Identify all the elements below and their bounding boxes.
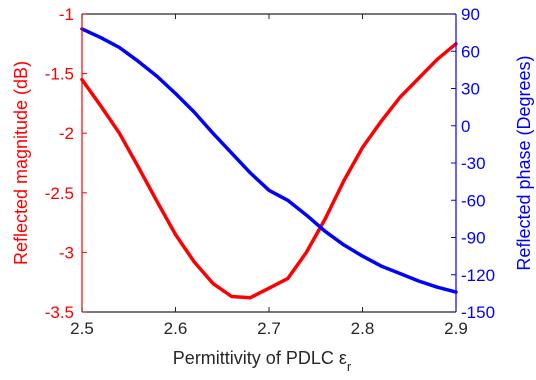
y-right-tick-label: -30 (461, 154, 486, 173)
y-left-tick-label: -3.5 (45, 303, 74, 322)
magnitude-series-line (80, 42, 458, 300)
y-right-tick-label: 30 (461, 80, 480, 99)
phase-series-line (80, 27, 458, 294)
axes: 2.5 2.6 2.7 2.8 2.9 -3.5 -3 -2.5 -2 -1.5 -1 -150 -12… (45, 5, 495, 338)
x-tick-label: 2.8 (351, 319, 375, 338)
plot-area (80, 27, 458, 300)
y-left-tick-label: -3 (59, 243, 74, 262)
y-axis-right-title: Reflected phase (Degrees) (514, 55, 534, 270)
y-right-tick-label: -120 (461, 266, 495, 285)
y-right-tick-label: 0 (461, 117, 470, 136)
y-right-tick-label: -150 (461, 303, 495, 322)
x-axis-title-subscript: r (347, 359, 352, 374)
x-tick-label: 2.6 (164, 319, 188, 338)
y-left-tick-label: -2.5 (45, 184, 74, 203)
x-axis-title-main: Permittivity of PDLC ε (173, 348, 347, 368)
x-tick-label: 2.9 (444, 319, 468, 338)
y-left-tick-label: -1 (59, 5, 74, 24)
x-tick-label: 2.5 (70, 319, 94, 338)
x-tick-label: 2.7 (257, 319, 281, 338)
y-right-tick-label: -90 (461, 229, 486, 248)
y-left-tick-label: -1.5 (45, 65, 74, 84)
y-right-tick-label: 90 (461, 5, 480, 24)
y-right-tick-label: 60 (461, 42, 480, 61)
y-axis-left-title: Reflected magnitude (dB) (11, 61, 31, 265)
x-axis-title: Permittivity of PDLC εr (173, 348, 352, 374)
y-left-tick-label: -2 (59, 124, 74, 143)
y-right-tick-label: -60 (461, 191, 486, 210)
